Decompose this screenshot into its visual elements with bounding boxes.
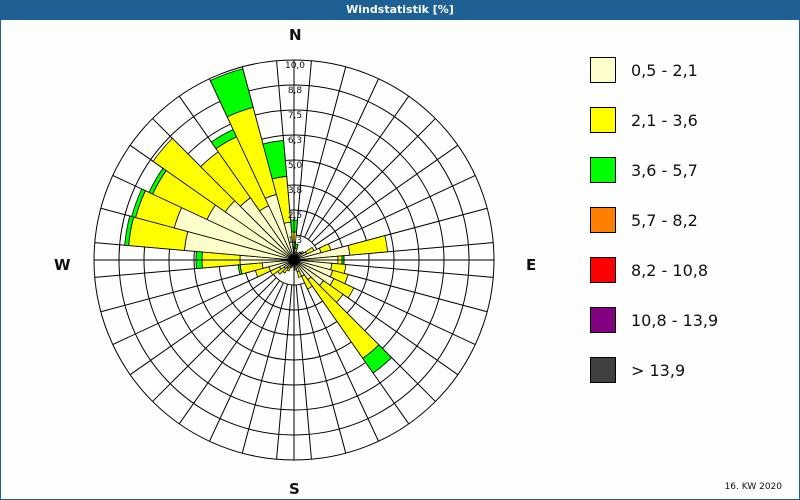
legend-label: 10,8 - 13,9 (631, 310, 719, 330)
legend-item: 0,5 - 2,1 (590, 45, 718, 95)
legend-label: 3,6 - 5,7 (631, 160, 698, 180)
legend-item: 3,6 - 5,7 (590, 145, 718, 195)
legend-label: > 13,9 (631, 360, 686, 380)
legend-swatch (590, 107, 616, 133)
svg-text:3,8: 3,8 (288, 186, 303, 196)
legend-label: 2,1 - 3,6 (631, 110, 698, 130)
legend-item: 5,7 - 8,2 (590, 195, 718, 245)
legend-item: > 13,9 (590, 345, 718, 395)
svg-text:2,5: 2,5 (288, 211, 302, 221)
ring-labels: 1,3 2,5 3,8 5,0 6,3 7,5 8,8 10,0 (285, 61, 305, 246)
polar-axes (94, 60, 494, 460)
legend-swatch (590, 257, 616, 283)
legend-swatch (590, 57, 616, 83)
chart-title: Windstatistik [%] (0, 0, 800, 20)
compass-west: W (54, 256, 71, 274)
compass-south: S (289, 480, 300, 498)
legend-label: 8,2 - 10,8 (631, 260, 709, 280)
svg-text:6,3: 6,3 (288, 136, 302, 146)
legend-swatch (590, 307, 616, 333)
compass-east: E (526, 256, 537, 274)
legend-swatch (590, 357, 616, 383)
legend-item: 2,1 - 3,6 (590, 95, 718, 145)
legend-item: 8,2 - 10,8 (590, 245, 718, 295)
svg-text:5,0: 5,0 (288, 161, 303, 171)
wind-rose-petals (124, 68, 393, 374)
svg-text:7,5: 7,5 (288, 111, 302, 121)
legend-swatch (590, 157, 616, 183)
legend-item: 10,8 - 13,9 (590, 295, 718, 345)
svg-text:1,3: 1,3 (288, 236, 302, 246)
wind-rose: 1,3 2,5 3,8 5,0 6,3 7,5 8,8 10,0 (93, 59, 495, 461)
period-label: 16. KW 2020 (724, 482, 782, 492)
compass-north: N (289, 26, 302, 44)
legend: 0,5 - 2,1 2,1 - 3,6 3,6 - 5,7 5,7 - 8,2 … (590, 45, 718, 395)
legend-label: 5,7 - 8,2 (631, 210, 698, 230)
legend-label: 0,5 - 2,1 (631, 60, 698, 80)
svg-text:10,0: 10,0 (285, 61, 305, 71)
svg-text:8,8: 8,8 (288, 86, 303, 96)
legend-swatch (590, 207, 616, 233)
